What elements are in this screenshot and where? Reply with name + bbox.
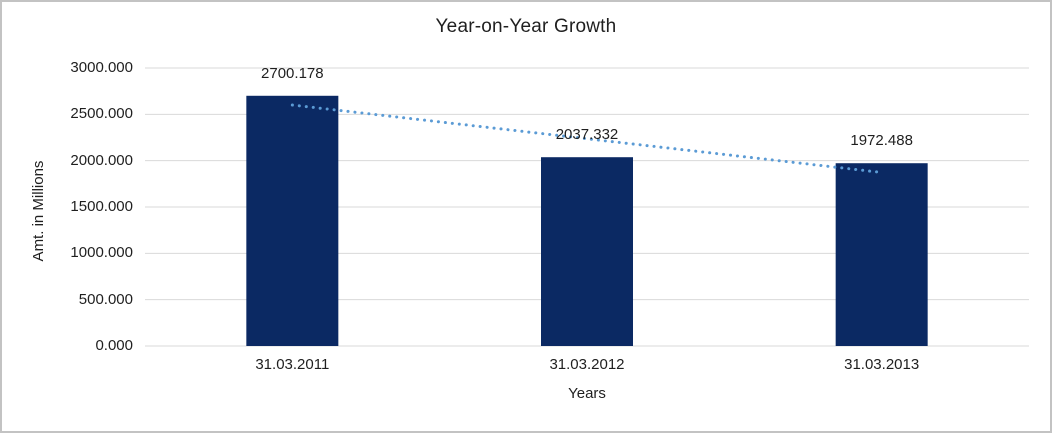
x-tick-label-31.03.2013: 31.03.2013 <box>844 356 920 373</box>
bar-31.03.2013 <box>835 163 928 346</box>
bar-31.03.2012 <box>541 157 633 346</box>
bar-value-label-2037.332: 2037.332 <box>555 126 619 144</box>
x-axis-title: Years <box>568 385 606 402</box>
y-tick-label-3000.000: 3000.000 <box>70 59 133 76</box>
bar-31.03.2011 <box>246 95 339 346</box>
x-tick-label-31.03.2011: 31.03.2011 <box>255 356 330 373</box>
x-tick-label-31.03.2012: 31.03.2012 <box>549 356 625 373</box>
y-tick-label-2500.000: 2500.000 <box>70 105 133 123</box>
y-tick-label-2000.000: 2000.000 <box>70 151 133 169</box>
y-tick-label-1500.000: 1500.000 <box>70 198 133 215</box>
chart-title: Year-on-Year Growth <box>435 16 617 37</box>
bar-value-label-2700.178: 2700.178 <box>261 64 324 82</box>
y-tick-label-1000.000: 1000.000 <box>70 244 133 262</box>
y-tick-label-500.000: 500.000 <box>78 290 133 308</box>
bar-value-label-1972.488: 1972.488 <box>850 132 913 150</box>
trendline <box>290 103 884 174</box>
y-tick-label-0.000: 0.000 <box>95 337 133 354</box>
